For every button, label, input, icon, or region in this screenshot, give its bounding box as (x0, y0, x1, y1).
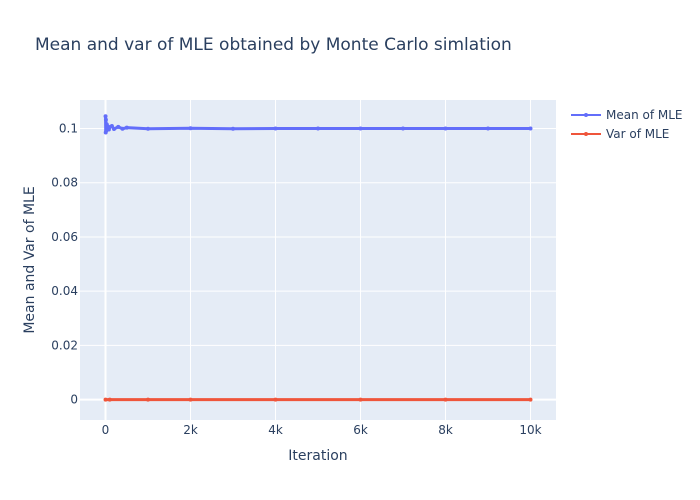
legend-item-1[interactable]: Var of MLE (571, 127, 669, 141)
series-layer (103, 114, 533, 402)
data-point (316, 126, 320, 131)
x-tick-label: 0 (102, 423, 110, 437)
y-tick-label: 0 (70, 393, 78, 407)
y-axis-label: Mean and Var of MLE (22, 186, 38, 333)
data-point (116, 124, 121, 129)
chart-title: Mean and var of MLE obtained by Monte Ca… (35, 35, 512, 55)
data-point (124, 125, 129, 130)
y-tick-label: 0.1 (59, 121, 78, 135)
data-point (401, 126, 405, 131)
data-point (112, 127, 116, 132)
data-point (109, 124, 114, 129)
data-point (146, 397, 150, 402)
y-tick-label: 0.02 (51, 338, 78, 352)
x-tick-label: 10k (519, 423, 541, 437)
legend-label: Mean of MLE (606, 108, 683, 122)
data-point (443, 397, 448, 402)
data-point (231, 126, 235, 131)
legend-item-0[interactable]: Mean of MLE (571, 108, 683, 122)
x-tick-label: 2k (183, 423, 198, 437)
legend-label: Var of MLE (606, 127, 669, 141)
x-tick-label: 8k (438, 423, 453, 437)
x-axis-label: Iteration (288, 448, 347, 464)
data-point (103, 114, 108, 119)
data-point (273, 397, 278, 402)
x-tick-label: 4k (268, 423, 283, 437)
data-point (103, 397, 108, 402)
data-point (120, 126, 125, 131)
y-tick-label: 0.06 (51, 230, 78, 244)
legend-marker (584, 132, 588, 136)
data-point (146, 126, 150, 131)
y-tick-label: 0.04 (51, 284, 78, 298)
data-point (486, 126, 490, 131)
legend[interactable]: Mean of MLE Var of MLE (571, 108, 683, 141)
data-point (273, 126, 278, 131)
x-tick-label: 6k (353, 423, 368, 437)
y-axis-ticks: 0 0.02 0.04 0.06 0.08 0.1 (51, 121, 78, 406)
data-point (443, 126, 448, 131)
data-point (188, 126, 193, 131)
data-point (528, 126, 533, 131)
legend-marker (584, 113, 588, 117)
data-point (528, 397, 533, 402)
data-point (358, 397, 363, 402)
y-tick-label: 0.08 (51, 176, 78, 190)
data-point (188, 397, 193, 402)
data-point (358, 126, 363, 131)
plot-area (80, 100, 556, 420)
data-point (107, 397, 112, 402)
data-point (103, 117, 108, 122)
x-axis-ticks: 0 2k 4k 6k 8k 10k (102, 423, 542, 437)
